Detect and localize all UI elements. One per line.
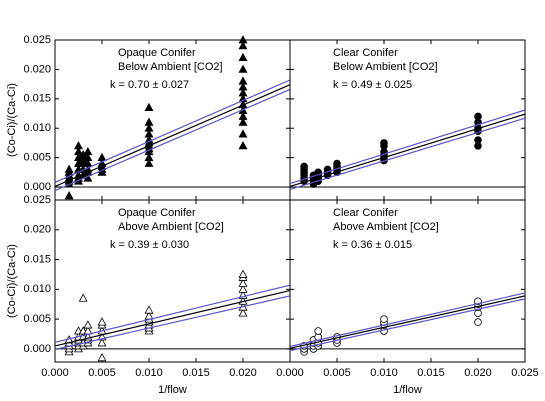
point	[474, 136, 482, 144]
fit-line	[289, 117, 526, 190]
point	[238, 308, 248, 317]
point	[97, 338, 107, 347]
point	[238, 88, 248, 97]
point	[238, 284, 248, 293]
annotation: k = 0.49 ± 0.025	[333, 79, 412, 91]
y-tick-label: 0.025	[23, 194, 51, 206]
point	[144, 102, 154, 112]
y-tick-label: 0.010	[23, 283, 51, 295]
fit-line	[54, 284, 291, 343]
fit-line	[289, 292, 526, 348]
x-tick-label: 0.010	[370, 367, 398, 379]
point	[144, 123, 154, 132]
point	[97, 152, 107, 162]
y-tick-label: 0.000	[23, 343, 51, 355]
point	[97, 352, 107, 362]
fit-line	[54, 289, 291, 347]
point	[238, 76, 248, 85]
point	[83, 152, 93, 162]
x-tick-label: 0.020	[229, 367, 257, 379]
plot-frame	[289, 199, 526, 363]
annotation: Opaque Conifer	[118, 207, 196, 219]
point	[83, 146, 93, 156]
point	[474, 112, 482, 121]
annotation: Below Ambient [CO2]	[333, 61, 438, 73]
point	[144, 158, 154, 167]
fit-line	[289, 113, 526, 188]
point	[74, 146, 83, 156]
point	[78, 293, 88, 302]
y-tick-label: 0.015	[23, 93, 51, 105]
point	[238, 111, 248, 120]
point	[474, 318, 482, 326]
x-tick-label: 0.010	[135, 367, 163, 379]
y-tick-label: 0.000	[23, 181, 51, 193]
x-axis-label: 1/flow	[158, 384, 187, 396]
point	[238, 64, 248, 73]
point	[97, 317, 107, 326]
x-tick-label: 0.005	[323, 367, 351, 379]
point	[238, 82, 248, 91]
annotation: k = 0.70 ± 0.027	[110, 79, 189, 91]
point	[238, 52, 248, 62]
point	[238, 117, 248, 126]
y-axis-label: (Co-Ci)/(Ca-Ci)	[6, 83, 18, 157]
point	[380, 315, 388, 323]
fit-line	[54, 84, 291, 188]
y-tick-label: 0.015	[23, 253, 51, 265]
point	[314, 327, 323, 335]
y-tick-label: 0.005	[23, 313, 51, 325]
x-axis-label: 1/flow	[393, 384, 422, 396]
point	[144, 135, 154, 144]
fit-line	[54, 295, 291, 351]
x-tick-label: 0.005	[88, 367, 116, 379]
annotation: Below Ambient [CO2]	[118, 61, 223, 73]
annotation: k = 0.36 ± 0.015	[333, 239, 412, 251]
y-axis-label: (Co-Ci)/(Ca-Ci)	[6, 244, 18, 318]
annotation: Clear Conifer	[333, 207, 398, 219]
y-tick-label: 0.010	[23, 122, 51, 134]
y-tick-label: 0.020	[23, 63, 51, 75]
point	[83, 320, 93, 329]
fit-line	[289, 298, 526, 352]
point	[144, 117, 154, 126]
point	[238, 278, 248, 287]
point	[64, 164, 74, 173]
point	[238, 129, 248, 138]
annotation: Clear Conifer	[333, 47, 398, 59]
x-tick-label: 0.020	[464, 367, 492, 379]
annotation: Above Ambient [CO2]	[118, 221, 224, 233]
fit-line	[54, 88, 291, 192]
point	[238, 269, 248, 278]
y-tick-label: 0.005	[23, 152, 51, 164]
x-tick-label: 0.015	[417, 367, 445, 379]
fit-line	[289, 295, 526, 349]
point	[380, 139, 388, 147]
x-tick-label: 0.015	[182, 367, 210, 379]
point	[333, 159, 341, 168]
point	[300, 162, 308, 171]
annotation: k = 0.39 ± 0.030	[110, 239, 189, 251]
y-tick-label: 0.020	[23, 224, 51, 236]
point	[64, 191, 74, 200]
x-tick-label: 0.000	[276, 367, 304, 379]
x-tick-label: 0.025	[511, 367, 539, 379]
annotation: Above Ambient [CO2]	[333, 221, 439, 233]
point	[144, 305, 154, 314]
fit-line	[54, 79, 291, 183]
x-tick-label: 0.000	[41, 367, 69, 379]
point	[238, 35, 248, 44]
point	[238, 41, 248, 50]
point	[83, 158, 93, 167]
point	[238, 141, 248, 150]
point	[144, 129, 154, 138]
point	[74, 141, 83, 150]
fit-line	[289, 109, 526, 185]
annotation: Opaque Conifer	[118, 47, 196, 59]
y-tick-label: 0.025	[23, 34, 51, 46]
